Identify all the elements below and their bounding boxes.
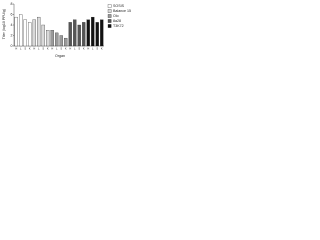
bar	[46, 30, 50, 47]
y-tick-label: 6	[11, 12, 13, 16]
bar	[28, 22, 32, 47]
bar	[41, 24, 45, 47]
y-tick-label: 0	[11, 44, 13, 48]
bar	[19, 14, 23, 47]
bar	[82, 22, 86, 47]
legend-label: T3K72	[113, 24, 124, 28]
x-tick-label: H	[69, 47, 71, 51]
x-tick-label: S	[96, 47, 98, 51]
legend-swatch	[107, 19, 112, 23]
legend-swatch	[107, 24, 112, 28]
x-tick-label: S	[78, 47, 80, 51]
y-tick-label: 2	[11, 33, 13, 37]
x-tick-label: S	[42, 47, 44, 51]
legend-swatch	[107, 9, 112, 13]
bar	[91, 16, 95, 47]
y-tick-label: 4	[11, 23, 13, 27]
bar	[55, 32, 59, 47]
x-axis-label: Organ	[55, 54, 65, 58]
x-tick-label: L	[38, 47, 40, 51]
y-axis-label: Titer (log10 PFU/g)	[2, 9, 6, 39]
bar	[95, 22, 99, 47]
bar	[64, 37, 68, 47]
x-tick-label: L	[56, 47, 58, 51]
x-tick-label: H	[33, 47, 35, 51]
x-tick-label: K	[101, 47, 103, 51]
y-tick-label: 8	[11, 2, 13, 6]
legend-label: Balance 15	[113, 9, 131, 13]
bar	[73, 19, 77, 47]
legend-label: 8a28	[113, 19, 121, 23]
x-tick-label: S	[60, 47, 62, 51]
bar	[14, 16, 18, 47]
x-tick-label: H	[51, 47, 53, 51]
legend-swatch	[107, 4, 112, 8]
bar	[59, 35, 63, 47]
x-tick-label: K	[29, 47, 31, 51]
bar	[37, 16, 41, 47]
x-tick-label: L	[74, 47, 76, 51]
bar	[86, 19, 90, 47]
bar	[68, 22, 72, 47]
legend-swatch	[107, 14, 112, 18]
x-tick-label: L	[92, 47, 94, 51]
bar	[23, 19, 27, 47]
legend-label: Olo	[113, 14, 119, 18]
bar	[77, 24, 81, 47]
x-tick-label: L	[20, 47, 22, 51]
x-tick-label: S	[24, 47, 26, 51]
x-tick-label: H	[87, 47, 89, 51]
x-tick-label: K	[83, 47, 85, 51]
bar	[100, 19, 104, 47]
x-tick-label: K	[65, 47, 67, 51]
legend-label: SOSIS	[113, 4, 125, 8]
x-tick-label: K	[47, 47, 49, 51]
bar	[32, 19, 36, 47]
bar	[50, 30, 54, 47]
x-tick-label: H	[15, 47, 17, 51]
